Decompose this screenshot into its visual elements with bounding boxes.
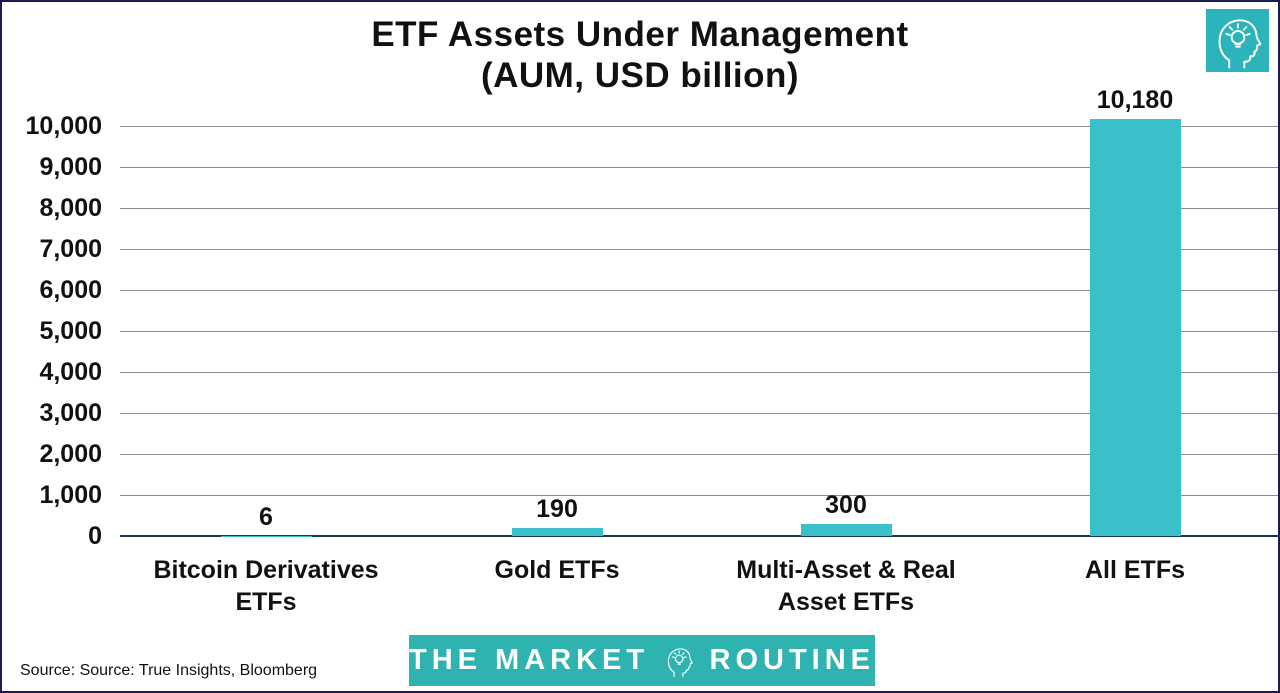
- y-tick-label: 8,000: [39, 194, 102, 222]
- source-note: Source: Source: True Insights, Bloomberg: [20, 662, 318, 679]
- y-tick-label: 5,000: [39, 317, 102, 345]
- y-tick-label: 9,000: [39, 153, 102, 181]
- chart-title-line2: (AUM, USD billion): [480, 56, 800, 95]
- gridline-8000: [120, 207, 1278, 209]
- gridline-4000: [120, 371, 1278, 373]
- gridline-7000: [120, 248, 1278, 250]
- x-axis-line: [120, 535, 1278, 537]
- y-tick-label: 4,000: [39, 358, 102, 386]
- category-label: Multi-Asset & Real Asset ETFs: [736, 556, 956, 616]
- gridline-2000: [120, 453, 1278, 455]
- bar-multi-asset-real-asset-etfs: [800, 523, 892, 536]
- y-tick-label: 3,000: [39, 399, 102, 427]
- chart-title: ETF Assets Under Management (AUM, USD bi…: [2, 14, 1278, 96]
- value-label: 300: [825, 490, 867, 519]
- category-label: Gold ETFs: [494, 556, 620, 584]
- bar-all-etfs: [1089, 118, 1181, 536]
- y-tick-label: 0: [88, 522, 102, 550]
- brand-name-right: ROUTINE: [709, 644, 875, 676]
- gridline-1000: [120, 494, 1278, 496]
- head-lightbulb-icon: [667, 647, 693, 677]
- brand-name-left: THE MARKET: [409, 644, 650, 676]
- gridline-6000: [120, 289, 1278, 291]
- value-label: 6: [259, 502, 273, 531]
- gridline-3000: [120, 412, 1278, 414]
- y-tick-label: 2,000: [39, 440, 102, 468]
- value-label: 190: [536, 495, 578, 524]
- y-tick-label: 6,000: [39, 276, 102, 304]
- gridline-10000: [120, 125, 1278, 127]
- y-tick-label: 1,000: [39, 481, 102, 509]
- gridline-5000: [120, 330, 1278, 332]
- bar-gold-etfs: [511, 528, 603, 536]
- gridline-9000: [120, 166, 1278, 168]
- category-label: All ETFs: [1084, 556, 1185, 584]
- category-label: Bitcoin Derivatives ETFs: [153, 556, 379, 616]
- brand-banner: THE MARKET ROUTINE: [409, 635, 875, 686]
- head-lightbulb-icon: [1218, 18, 1261, 69]
- chart-title-line1: ETF Assets Under Management: [371, 15, 909, 54]
- y-tick-label: 10,000: [25, 112, 102, 140]
- y-tick-label: 7,000: [39, 235, 102, 263]
- brand-logo: [1206, 9, 1269, 72]
- value-label: 10,180: [1096, 85, 1174, 114]
